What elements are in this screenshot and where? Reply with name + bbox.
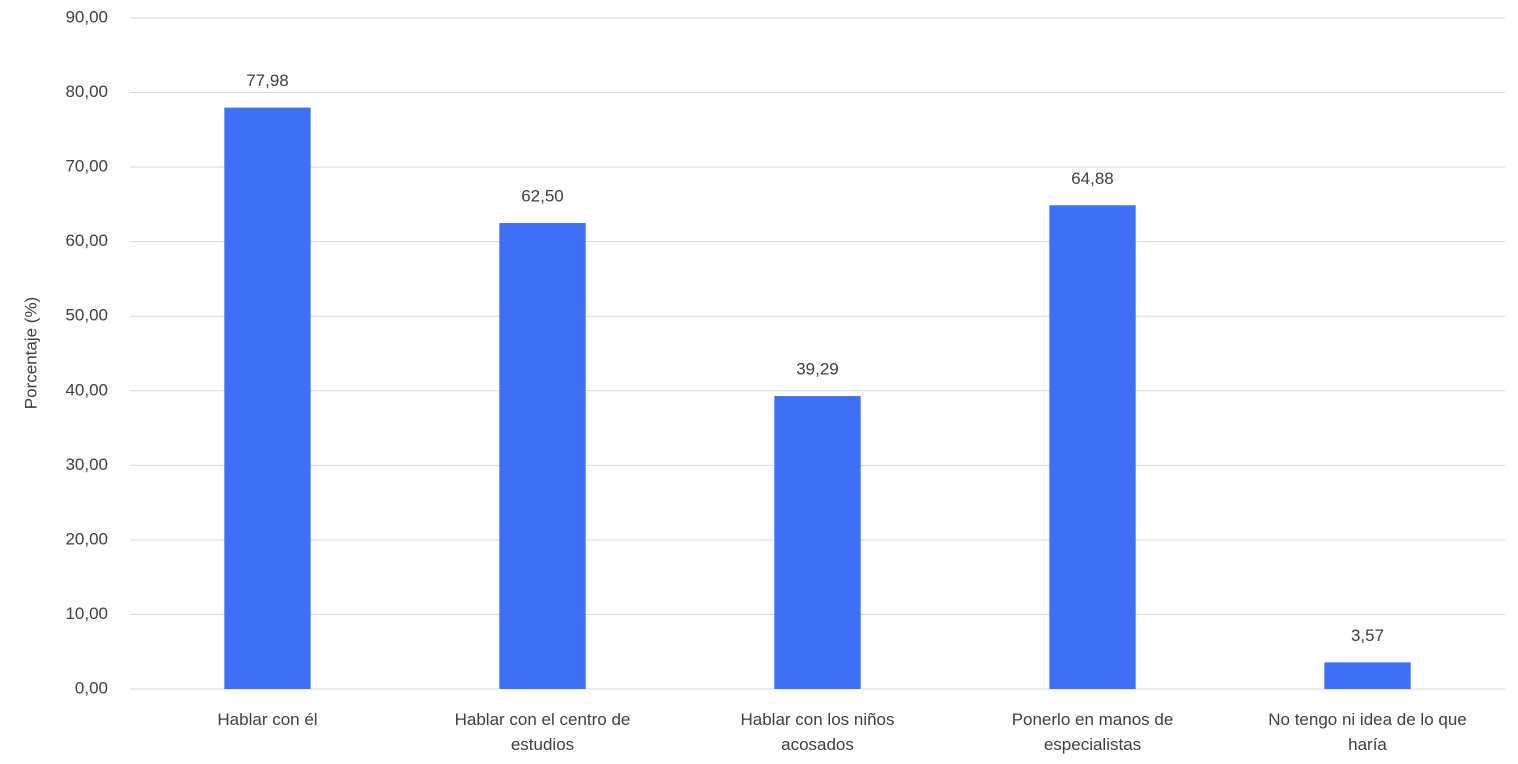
y-tick-label: 40,00 (65, 380, 108, 399)
y-tick-label: 60,00 (65, 231, 108, 250)
x-tick-label: Hablar con él (217, 710, 318, 729)
data-label: 64,88 (1071, 169, 1114, 188)
data-label: 39,29 (796, 360, 839, 379)
bar (1049, 205, 1136, 689)
y-axis-label: Porcentaje (%) (21, 297, 40, 409)
y-tick-label: 0,00 (75, 678, 108, 697)
data-label: 77,98 (246, 71, 289, 90)
y-tick-label: 50,00 (65, 306, 108, 325)
y-tick-label: 20,00 (65, 529, 108, 548)
data-label: 3,57 (1351, 626, 1384, 645)
bar (224, 107, 311, 689)
y-tick-label: 80,00 (65, 82, 108, 101)
data-label: 62,50 (521, 187, 564, 206)
x-tick-label: No tengo ni idea de lo que haría (1268, 710, 1467, 754)
y-tick-label: 70,00 (65, 157, 108, 176)
bar (774, 396, 861, 689)
bar (1324, 662, 1411, 689)
y-tick-label: 90,00 (65, 7, 108, 26)
x-tick-label: Hablar con los niños acosados (740, 710, 895, 754)
x-tick-label: Hablar con el centro de estudios (454, 710, 631, 754)
x-tick-label: Ponerlo en manos de especialistas (1011, 710, 1174, 754)
bar (499, 223, 586, 689)
y-tick-label: 30,00 (65, 455, 108, 474)
y-tick-label: 10,00 (65, 604, 108, 623)
